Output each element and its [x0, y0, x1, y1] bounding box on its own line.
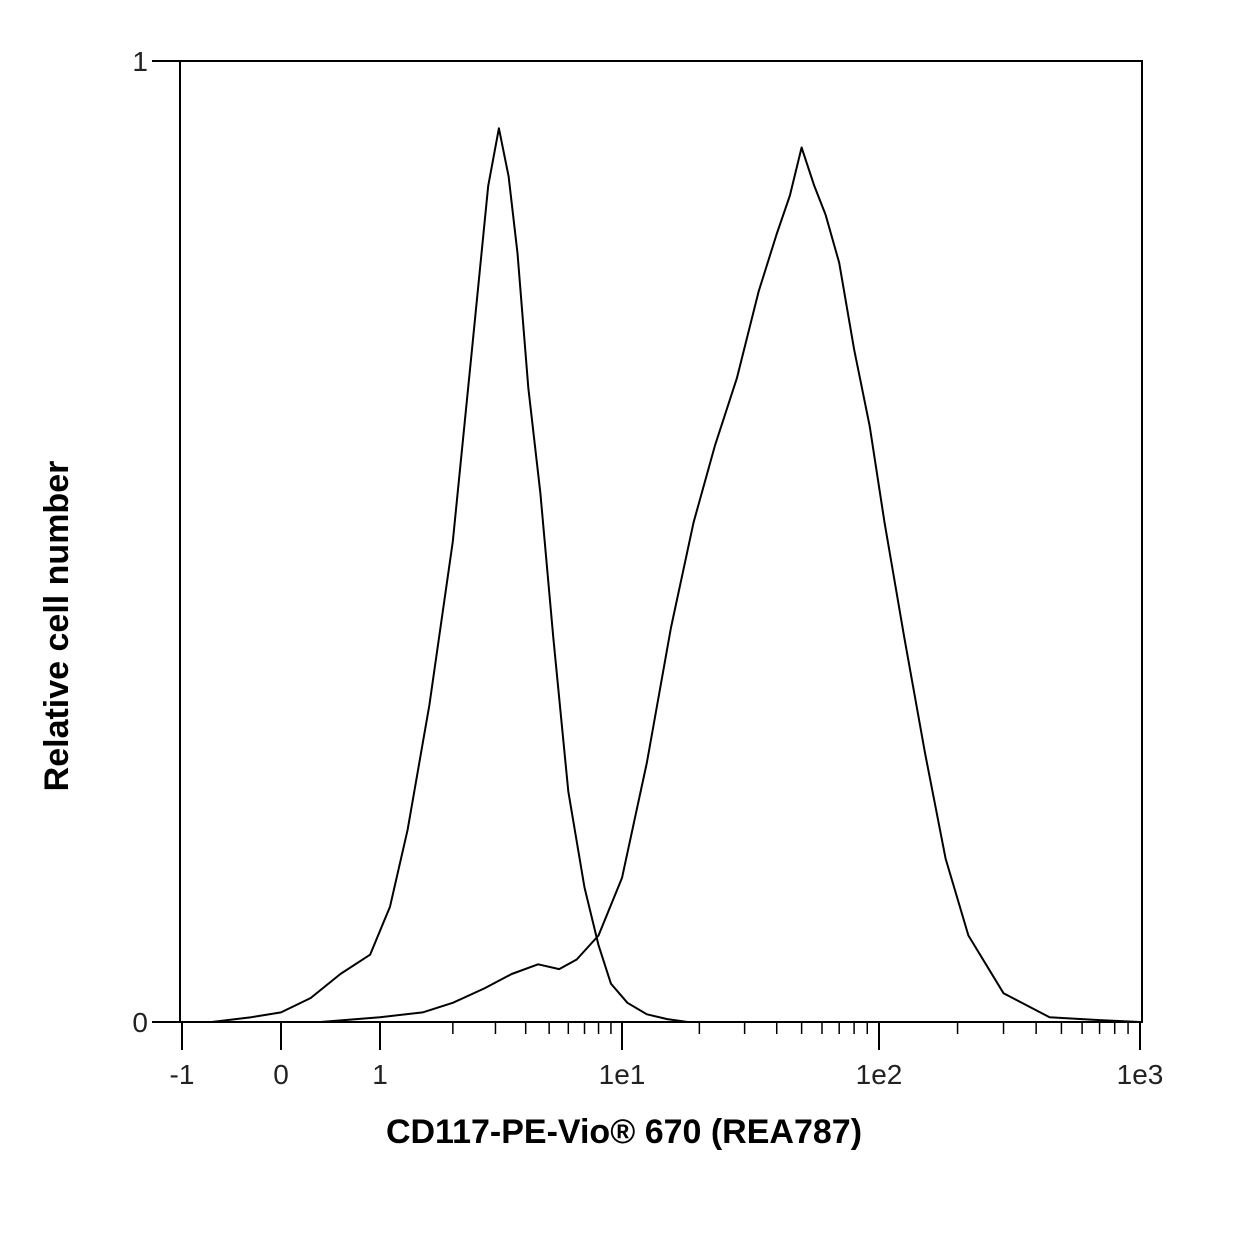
x-tick-label: 1e3: [1117, 1059, 1164, 1090]
x-axis: -1 0 1 1e1 1e2 1e3: [170, 1022, 1164, 1090]
x-tick-label: 0: [273, 1059, 289, 1090]
y-axis: 01: [132, 46, 180, 1038]
histogram-series-1: [211, 127, 688, 1023]
x-tick-label: -1: [170, 1059, 195, 1090]
x-tick-label: 1: [372, 1059, 388, 1090]
histogram-series-2: [320, 146, 1141, 1023]
y-tick-label: 0: [132, 1007, 148, 1038]
y-axis-title: Relative cell number: [38, 461, 76, 792]
plot-frame: [179, 60, 1143, 1023]
x-axis-title: CD117-PE-Vio® 670 (REA787): [386, 1113, 862, 1151]
series-layer: [211, 127, 1141, 1023]
y-tick-label: 1: [132, 46, 148, 77]
x-tick-label: 1e2: [856, 1059, 903, 1090]
x-tick-label: 1e1: [599, 1059, 646, 1090]
